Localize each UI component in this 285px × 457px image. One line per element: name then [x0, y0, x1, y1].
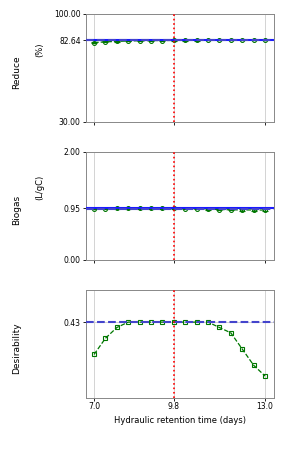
Text: (L/gC): (L/gC): [35, 175, 44, 200]
Text: Desirability: Desirability: [13, 323, 22, 374]
Text: (%): (%): [35, 42, 44, 57]
Text: Biogas: Biogas: [13, 195, 22, 225]
Text: Reduce: Reduce: [13, 55, 22, 89]
X-axis label: Hydraulic retention time (days): Hydraulic retention time (days): [113, 415, 246, 425]
